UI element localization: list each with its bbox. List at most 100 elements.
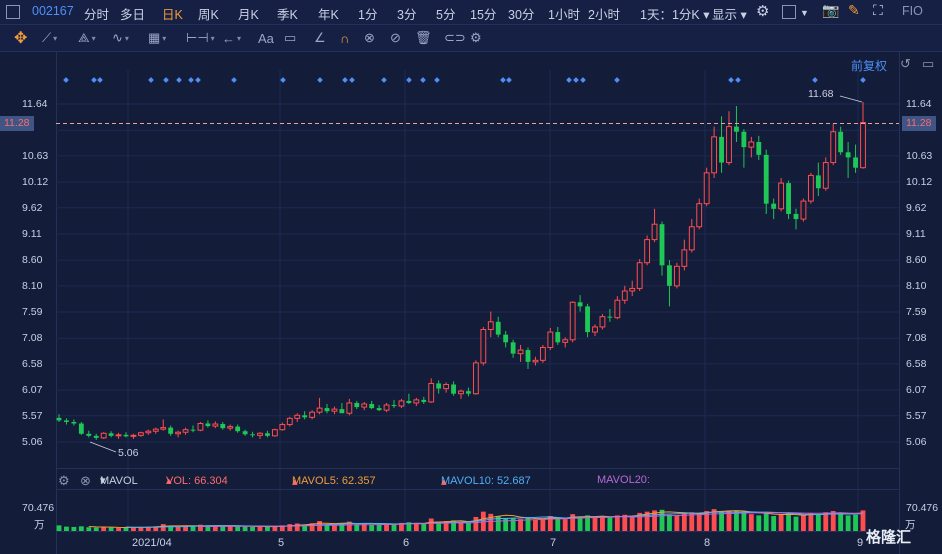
event-marker xyxy=(349,77,355,83)
period-tab[interactable]: 30分 xyxy=(508,8,535,22)
candle-body xyxy=(86,433,92,436)
event-marker xyxy=(406,77,412,83)
event-marker xyxy=(580,77,586,83)
mavol20-value: MAVOL20: xyxy=(597,474,650,486)
brush-icon[interactable]: ∠ xyxy=(314,30,326,45)
period-tab[interactable]: 年K xyxy=(318,8,339,22)
period-tab[interactable]: 日K xyxy=(162,8,183,22)
settings-icon[interactable]: ⚙ xyxy=(756,3,770,20)
period-tab[interactable]: 1小时 xyxy=(548,8,580,22)
vol-value: VOL: 66.304 ▴ xyxy=(166,475,228,487)
wave-tool-icon[interactable]: ∿ ▾ xyxy=(112,30,129,45)
polyline-tool-icon[interactable]: ⟁ ▾ xyxy=(78,30,96,45)
price-axis xyxy=(899,51,942,554)
candle-body xyxy=(748,141,755,148)
adjust-mode-button[interactable]: 前复权 xyxy=(851,59,888,73)
period-tab[interactable]: 15分 xyxy=(470,8,497,22)
volume-bar xyxy=(64,526,69,531)
candle-body xyxy=(734,126,739,132)
period-tab[interactable]: 2小时 xyxy=(588,8,620,22)
candle-body xyxy=(115,434,122,437)
checkbox-icon[interactable] xyxy=(782,5,796,19)
volume-bar xyxy=(488,513,494,531)
close-icon[interactable]: ⊗ xyxy=(80,473,91,488)
undo-icon[interactable]: ↺ xyxy=(900,56,911,71)
range-tool-icon[interactable]: ⊢⊣ ▾ xyxy=(186,30,215,45)
volume-bar xyxy=(123,527,129,531)
fib-tool-icon[interactable]: ▦ ▾ xyxy=(148,30,167,45)
trash-icon[interactable]: 🗑 xyxy=(415,30,432,45)
gear-icon[interactable]: ⚙ xyxy=(470,30,482,45)
volume-legend: ⚙ ⊗ MAVOL ▾ VOL: 66.304 ▴ MAVOL5: 62.357… xyxy=(58,473,650,488)
volume-bar xyxy=(160,524,166,531)
price-tick-right: 5.57 xyxy=(906,409,927,422)
note-icon[interactable]: ▭ xyxy=(284,30,297,45)
period-tab[interactable]: 多日 xyxy=(120,8,146,22)
toggle-icon[interactable]: ⊂⊃ xyxy=(444,30,466,45)
drawing-toolbar: ✥ ⟋ ▾ ⟁ ▾ ∿ ▾ ▦ ▾ ⊢⊣ ▾ ← ▾ Aa ▭ ∠ ∩ ⊗ ⊘ 🗑 ⊂⊃ ⚙ xyxy=(0,25,942,52)
candle-body xyxy=(599,316,606,328)
candle-body xyxy=(539,346,546,361)
period-tab[interactable]: 分时 xyxy=(84,8,110,22)
candle-body xyxy=(331,408,338,412)
display-menu[interactable]: 显示 ▾ xyxy=(712,8,747,22)
fullscreen-icon[interactable]: ⛶ xyxy=(873,2,883,18)
candle-body xyxy=(786,183,791,214)
low-leader xyxy=(89,441,117,453)
volume-bar xyxy=(719,511,724,531)
candle-body xyxy=(822,162,829,189)
candle-body xyxy=(220,424,226,429)
chevron-down-icon[interactable]: ▼ xyxy=(800,8,809,18)
volume-bar xyxy=(629,516,635,531)
settings-icon[interactable]: ⚙ xyxy=(58,473,70,488)
volume-bar xyxy=(830,511,836,531)
text-tool-icon[interactable]: Aa xyxy=(258,30,274,46)
camera-icon[interactable]: 📷 xyxy=(822,2,840,18)
candle-body xyxy=(421,399,427,402)
interval-select[interactable]: 1天：1分K ▾ xyxy=(640,8,710,22)
crosshair-icon[interactable]: ✥ xyxy=(14,30,28,47)
volume-bar xyxy=(227,526,233,531)
period-tab[interactable]: 季K xyxy=(277,8,298,22)
candle-body xyxy=(413,399,420,404)
arrow-tool-icon[interactable]: ← ▾ xyxy=(222,30,242,46)
volume-bar xyxy=(801,515,806,531)
price-tick-left: 5.06 xyxy=(22,436,43,448)
period-tab[interactable]: 3分 xyxy=(397,8,417,22)
pencil-icon[interactable]: ✎ xyxy=(848,2,860,18)
volume-bar xyxy=(265,526,270,531)
event-marker xyxy=(381,77,387,83)
low-label: 5.06 xyxy=(118,447,139,459)
period-tab[interactable]: 月K xyxy=(238,8,259,22)
link-icon[interactable]: ⊗ xyxy=(364,30,375,45)
event-marker xyxy=(148,77,154,83)
volume-bar xyxy=(644,511,650,531)
eye-off-icon[interactable]: ⊘ xyxy=(390,30,401,45)
volume-bar xyxy=(480,511,486,531)
volume-bar xyxy=(287,524,293,531)
volume-bar xyxy=(756,515,762,531)
event-marker xyxy=(231,77,237,83)
candle-body xyxy=(629,287,636,292)
volume-bar xyxy=(741,512,747,531)
price-tick-right: 8.10 xyxy=(906,279,927,292)
period-tab[interactable]: 5分 xyxy=(436,8,456,22)
period-tab[interactable]: 周K xyxy=(198,8,219,22)
volume-bar xyxy=(86,527,92,531)
candle-body xyxy=(324,408,330,412)
indicator-select[interactable]: MAVOL ▾ xyxy=(100,475,138,487)
volume-bar xyxy=(771,516,777,531)
fio-label[interactable]: FIO xyxy=(902,4,923,18)
volume-bar xyxy=(637,512,643,531)
magnet-icon[interactable]: ∩ xyxy=(340,30,350,46)
sidebar-toggle-icon[interactable] xyxy=(6,5,20,19)
draw-mode-icon[interactable]: ▭ xyxy=(922,56,935,71)
event-marker xyxy=(506,77,512,83)
stock-code[interactable]: 002167 xyxy=(32,4,74,18)
candle-body xyxy=(346,402,353,414)
period-tab[interactable]: 1分 xyxy=(358,8,378,22)
volume-bar xyxy=(592,517,598,531)
line-tool-icon[interactable]: ⟋ ▾ xyxy=(42,30,58,45)
price-tick-left: 8.60 xyxy=(22,254,43,267)
